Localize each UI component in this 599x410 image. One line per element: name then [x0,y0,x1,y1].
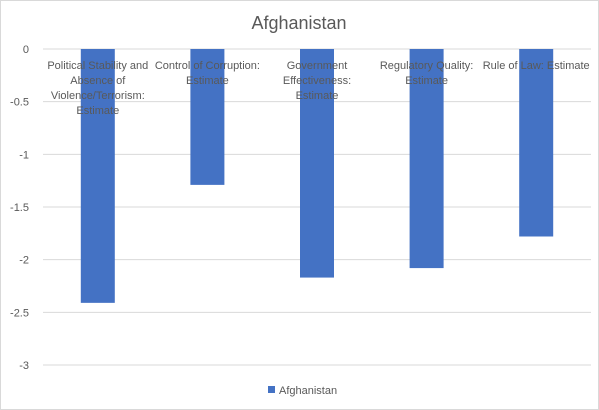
legend: Afghanistan [268,385,337,397]
y-tick-label: -3 [19,360,29,372]
y-tick-label: -1.5 [10,202,29,214]
bar [409,49,444,269]
bar [519,49,554,237]
bar [300,49,334,278]
chart-title: Afghanistan [251,13,346,33]
category-label: Control of Corruption: Estimate [155,60,260,87]
bar [80,49,115,303]
legend-label: Afghanistan [279,385,337,397]
category-labels: Political Stability and Absence of Violenc… [47,60,589,117]
bars [80,49,554,303]
legend-swatch [268,386,275,393]
y-tick-label: -2.5 [10,307,29,319]
y-tick-label: -0.5 [10,97,29,109]
y-tick-label: 0 [23,44,29,56]
category-label: Regulatory Quality: Estimate [380,60,474,87]
y-tick-label: -1 [19,149,29,161]
bar [190,49,225,185]
y-tick-label: -2 [19,255,29,267]
y-axis-ticks: 0 -0.5 -1 -1.5 -2 -2.5 -3 [10,44,29,372]
category-label: Government Effectiveness: Estimate [283,60,351,102]
category-label: Rule of Law: Estimate [483,60,590,72]
category-label: Political Stability and Absence of Violenc… [47,60,148,117]
